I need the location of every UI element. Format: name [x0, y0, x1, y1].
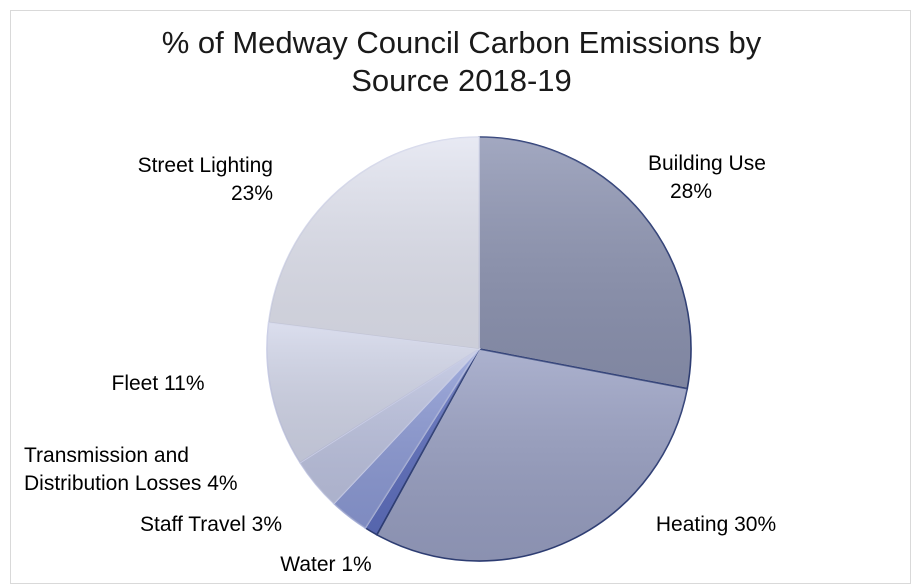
data-label-water: Water 1%	[280, 553, 371, 576]
data-label-transmission-distribution-losses: Transmission and Distribution Losses 4%	[24, 444, 238, 495]
chart-title: % of Medway Council Carbon Emissions by …	[0, 24, 923, 100]
data-label-heating: Heating 30%	[656, 513, 776, 536]
data-label-staff-travel: Staff Travel 3%	[140, 513, 282, 536]
slice-shade-water	[365, 349, 479, 535]
slice-shade-building-use	[479, 137, 691, 389]
data-label-fleet: Fleet 11%	[112, 372, 205, 395]
data-label-building-use: Building Use 28%	[648, 152, 766, 203]
slice-shade-street-lighting	[268, 137, 479, 349]
chart-title-line-1: % of Medway Council Carbon Emissions by	[161, 25, 762, 60]
slice-shade-fleet	[266, 322, 479, 463]
data-label-street-lighting: Street Lighting 23%	[138, 154, 273, 205]
chart-title-line-2: Source 2018-19	[351, 63, 572, 98]
slice-shade-transmission-distribution-losses	[300, 349, 479, 504]
slice-shade-heating	[376, 349, 688, 561]
slice-shade-staff-travel	[333, 349, 479, 528]
